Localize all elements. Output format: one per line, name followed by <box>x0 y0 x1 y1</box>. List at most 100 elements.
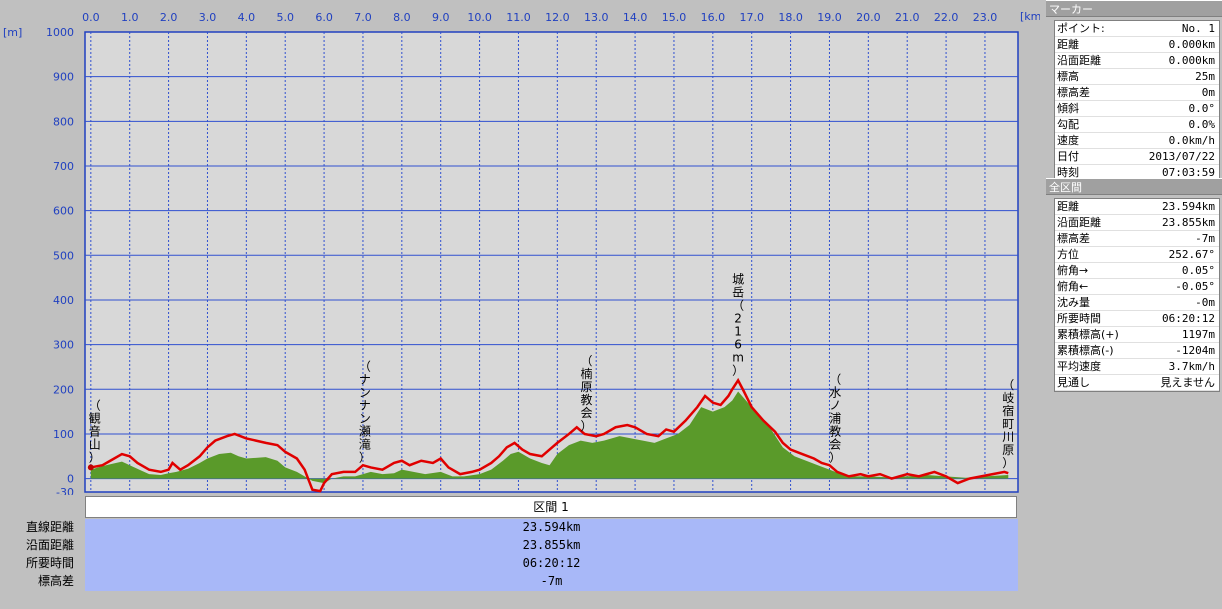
all-row: 俯角→ 0.05° <box>1055 263 1219 279</box>
marker-row: 距離 0.000km <box>1055 37 1219 53</box>
marker-key: 時刻 <box>1057 166 1079 179</box>
segment-row-label: 所要時間 <box>25 556 74 570</box>
x-tick-label: 22.0 <box>934 11 959 24</box>
segment-labels: 直線距離 沿面距離 所要時間 標高差 <box>0 519 80 591</box>
all-value: -0.05° <box>1175 280 1215 293</box>
marker-row: 標高差 0m <box>1055 85 1219 101</box>
all-value: 1197m <box>1181 328 1215 341</box>
all-key: 累積標高(-) <box>1057 344 1114 357</box>
marker-row: 勾配 0.0% <box>1055 117 1219 133</box>
all-row: 見通し 見えません <box>1055 375 1219 391</box>
x-tick-label: 0.0 <box>82 11 100 24</box>
marker-value: 0.0° <box>1188 102 1216 115</box>
marker-row: 標高 25m <box>1055 69 1219 85</box>
all-key: 俯角→ <box>1057 264 1089 277</box>
all-row: 沈み量 -0m <box>1055 295 1219 311</box>
terrain-area <box>90 391 1009 484</box>
x-tick-label: 11.0 <box>506 11 531 24</box>
all-key: 俯角← <box>1057 280 1089 293</box>
grid-lines <box>85 32 1018 492</box>
all-value: -0m <box>1195 296 1215 309</box>
marker-row: 沿面距離 0.000km <box>1055 53 1219 69</box>
marker-value: 07:03:59 <box>1162 166 1215 179</box>
y-tick-label: 900 <box>53 71 74 84</box>
all-value: -7m <box>1195 232 1215 245</box>
all-value: 0.05° <box>1181 264 1215 277</box>
y-tick-label: 500 <box>53 249 74 262</box>
plot-area <box>84 31 1019 493</box>
all-row: 方位 252.67° <box>1055 247 1219 263</box>
x-tick-label: 20.0 <box>856 11 881 24</box>
marker-table: ポイント: No. 1 距離 0.000km 沿面距離 0.000km 標高 25m 標高差 0m… <box>1054 20 1220 182</box>
all-row: 距離 23.594km <box>1055 199 1219 215</box>
x-tick-label: 12.0 <box>545 11 570 24</box>
all-row: 標高差 -7m <box>1055 231 1219 247</box>
all-key: 距離 <box>1057 200 1079 213</box>
y-tick-label: 100 <box>53 428 74 441</box>
elevation-chart[interactable]: 0.0 1.0 2.0 3.0 4.0 5.0 6.0 7.0 8.0 9.0 10.0 11.0 12… <box>0 0 1040 495</box>
all-value: 23.594km <box>1162 200 1215 213</box>
marker-value: 0.0% <box>1188 118 1216 131</box>
series-layer <box>87 377 1009 493</box>
all-row: 累積標高(+) 1197m <box>1055 327 1219 343</box>
y-tick-label: 200 <box>53 383 74 396</box>
all-key: 所要時間 <box>1057 312 1101 325</box>
all-key: 標高差 <box>1057 232 1090 245</box>
all-row: 沿面距離 23.855km <box>1055 215 1219 231</box>
y-tick-label: 600 <box>53 205 74 218</box>
segment-summary: 区間 1 直線距離 沿面距離 所要時間 標高差 23.594km 23.855km 06:… <box>0 495 1040 609</box>
marker-row: ポイント: No. 1 <box>1055 21 1219 37</box>
all-row: 累積標高(-) -1204m <box>1055 343 1219 359</box>
x-tick-label: 19.0 <box>817 11 842 24</box>
all-row: 平均速度 3.7km/h <box>1055 359 1219 375</box>
y-tick-label: 700 <box>53 160 74 173</box>
marker-key: 勾配 <box>1057 118 1079 131</box>
marker-value: 2013/07/22 <box>1148 150 1215 163</box>
x-tick-label: 3.0 <box>199 11 217 24</box>
all-row: 俯角← -0.05° <box>1055 279 1219 295</box>
waypoint-label: （ナンナン瀬滝） <box>359 359 371 464</box>
waypoint-label: 城岳（ 2 1 6 m） <box>732 272 744 377</box>
x-tick-label: 9.0 <box>432 11 450 24</box>
waypoint-label: （岐宿町川原） <box>1002 378 1014 470</box>
x-tick-label: 16.0 <box>701 11 726 24</box>
marker-key: 標高 <box>1057 70 1079 83</box>
x-tick-label: 2.0 <box>160 11 178 24</box>
all-value: 見えません <box>1160 376 1215 389</box>
y-tick-label: 300 <box>53 339 74 352</box>
marker-value: 0.000km <box>1168 54 1215 67</box>
marker-value: 0.0km/h <box>1168 134 1215 147</box>
x-tick-label: 7.0 <box>354 11 372 24</box>
marker-key: ポイント: <box>1057 22 1105 35</box>
all-key: 累積標高(+) <box>1057 328 1119 341</box>
all-value: 252.67° <box>1168 248 1215 261</box>
x-tick-label: 1.0 <box>121 11 139 24</box>
x-tick-label: 18.0 <box>778 11 803 24</box>
segment-row-value: 23.855km <box>522 538 581 552</box>
waypoint-label: （観音山） <box>89 398 101 464</box>
track-line <box>90 377 1009 493</box>
segment-row-value: 06:20:12 <box>522 556 581 570</box>
info-panel: マーカー ポイント: No. 1 距離 0.000km 沿面距離 0.000km 標高 25m… <box>1046 0 1222 609</box>
marker-key: 標高差 <box>1057 86 1090 99</box>
y-tick-label: -30 <box>56 486 74 495</box>
marker-row: 傾斜 0.0° <box>1055 101 1219 117</box>
segment-header[interactable]: 区間 1 <box>85 496 1017 518</box>
y-tick-label: 1000 <box>46 26 74 39</box>
marker-value: 0m <box>1201 86 1215 99</box>
marker-key: 沿面距離 <box>1057 54 1101 67</box>
waypoint-label: （水ノ浦教会） <box>829 372 841 464</box>
marker-row: 日付 2013/07/22 <box>1055 149 1219 165</box>
segment-row-label: 標高差 <box>37 574 74 588</box>
y-unit-label: [m] <box>3 26 22 39</box>
segment-row-value: 23.594km <box>522 520 581 534</box>
all-key: 平均速度 <box>1057 360 1101 373</box>
x-tick-label: 4.0 <box>238 11 256 24</box>
y-tick-label: 800 <box>53 115 74 128</box>
y-tick-label: 400 <box>53 294 74 307</box>
x-unit-label: [km] <box>1020 10 1040 23</box>
all-row: 所要時間 06:20:12 <box>1055 311 1219 327</box>
x-tick-label: 21.0 <box>895 11 920 24</box>
marker-key: 日付 <box>1057 150 1079 163</box>
y-tick-labels: -300 100 200 300 400 500 600 700 800 900 1000 <box>46 26 74 495</box>
